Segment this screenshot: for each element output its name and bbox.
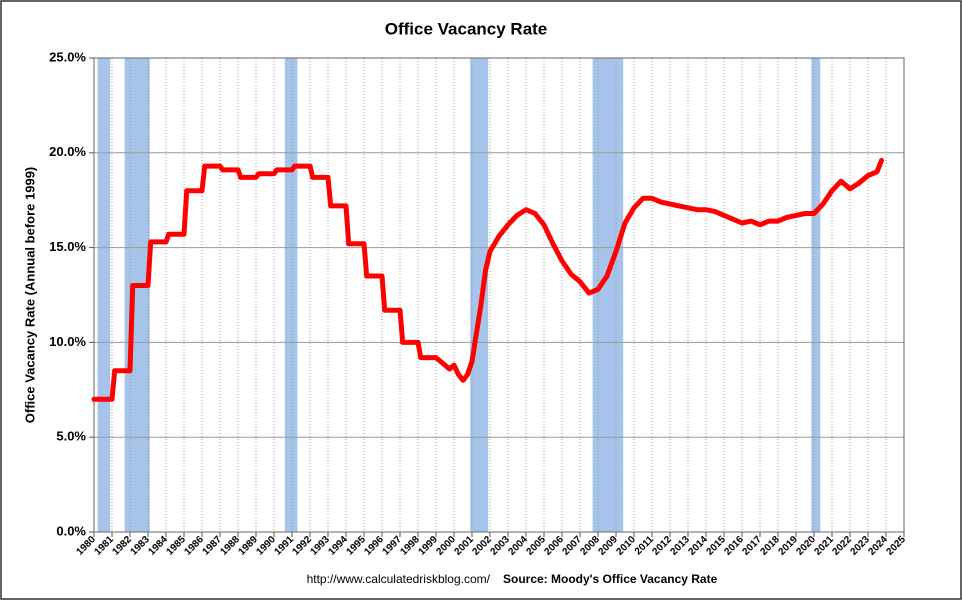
y-axis-label: Office Vacancy Rate (Annual before 1999) (22, 167, 37, 423)
chart-title: Office Vacancy Rate (385, 19, 548, 38)
vacancy-line (91, 157, 884, 402)
y-tick-label: 0.0% (56, 523, 86, 538)
y-tick-label: 5.0% (56, 429, 86, 444)
recession-band (124, 58, 150, 532)
recession-band (811, 58, 821, 532)
recession-band (592, 58, 624, 532)
y-tick-label: 10.0% (49, 334, 86, 349)
y-tick-label: 25.0% (49, 49, 86, 64)
footer-url: http://www.calculatedriskblog.com/ (307, 572, 491, 586)
y-tick-label: 20.0% (49, 144, 86, 159)
recession-band (97, 58, 111, 532)
y-tick-label: 15.0% (49, 239, 86, 254)
recession-band (470, 58, 489, 532)
recession-band (284, 58, 298, 532)
footer-source: Source: Moody's Office Vacancy Rate (503, 572, 718, 586)
plot-frame (93, 57, 905, 533)
